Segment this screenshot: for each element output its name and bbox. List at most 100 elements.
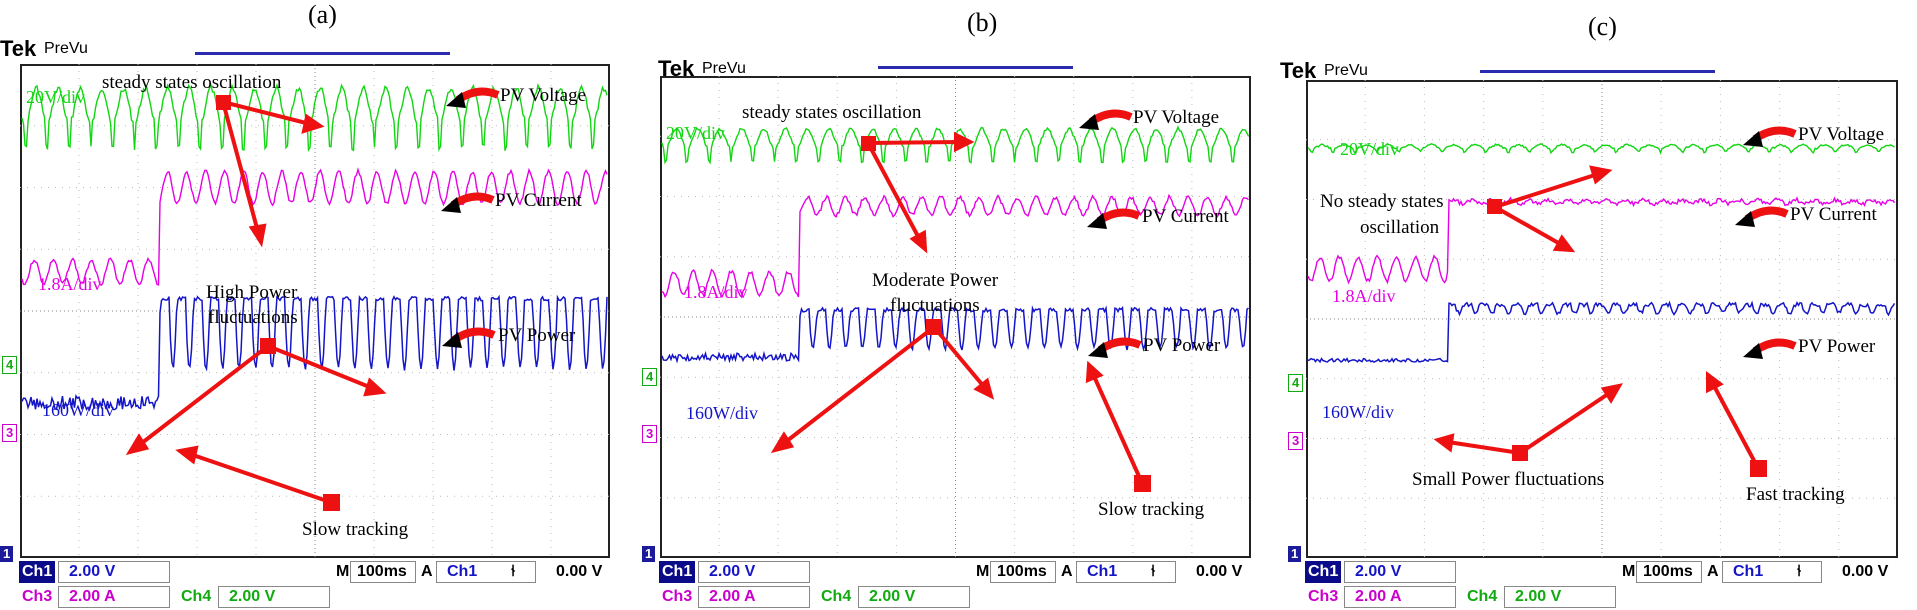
- panel-label: (a): [308, 0, 337, 29]
- channel-3-marker: 3: [2, 424, 18, 442]
- trigger-channel: Ch1: [447, 563, 478, 580]
- m-label: M: [336, 563, 350, 580]
- trigger-level: 0.00 V: [1196, 563, 1243, 580]
- trigger-level: 0.00 V: [556, 563, 603, 580]
- annotation-tracking: Slow tracking: [302, 519, 409, 540]
- scope-panel-c: (c) Tek PreVu 20V/div 1.8A/div 160W/div …: [1280, 0, 1917, 610]
- annotation-fluctuations: Small Power fluctuations: [1412, 469, 1604, 490]
- channel-1-marker: 1: [642, 546, 656, 562]
- timebase-value: 100ms: [990, 561, 1056, 583]
- a-label: A: [421, 563, 433, 580]
- scope-panel-a: (a) Tek PreVu 20V/div 1.8A/div 160W/div …: [0, 0, 637, 610]
- pointer-arrow: [770, 131, 1151, 492]
- trigger-box: [1722, 561, 1822, 583]
- current-scale-label: 1.8A/div: [38, 274, 102, 294]
- trigger-slope-icon: ⫮: [1151, 563, 1156, 580]
- mode-label: PreVu: [44, 40, 88, 57]
- ch3-value: 2.00 A: [58, 586, 170, 608]
- annotation-pv-current: PV Current: [495, 190, 582, 211]
- timebase-value: 100ms: [350, 561, 416, 583]
- panel-label: (b): [967, 8, 998, 37]
- trigger-box: [1076, 561, 1176, 583]
- annotation-tracking: Fast tracking: [1746, 484, 1845, 505]
- trigger-slope-icon: ⫮: [511, 563, 516, 580]
- annotation-tracking: Slow tracking: [1098, 499, 1205, 520]
- curved-arrow-icon: [1743, 126, 1797, 147]
- trigger-box: [436, 561, 536, 583]
- curved-arrow-icon: [1087, 208, 1141, 229]
- curved-arrow-icon: [441, 192, 495, 213]
- current-scale-label: 1.8A/div: [1332, 286, 1396, 306]
- channel-4-marker: 4: [1288, 374, 1304, 392]
- annotation-pv-power: PV Power: [1798, 336, 1876, 357]
- channel-3-marker: 3: [642, 425, 658, 443]
- m-label: M: [976, 563, 990, 580]
- a-label: A: [1061, 563, 1073, 580]
- brand-label: Tek: [1280, 58, 1317, 83]
- trigger-channel: Ch1: [1087, 563, 1118, 580]
- ch3-value: 2.00 A: [1344, 586, 1456, 608]
- annotation-fluctuations-2: fluctuations: [208, 307, 298, 328]
- channel-3-marker: 3: [1288, 432, 1304, 450]
- voltage-scale-label: 20V/div: [26, 87, 85, 107]
- curved-arrow-icon: [1079, 109, 1133, 130]
- pv-voltage-trace: [21, 83, 608, 153]
- ch3-tag: Ch3: [662, 588, 693, 605]
- channel-1-marker: 1: [1288, 546, 1302, 562]
- annotation-pv-voltage: PV Voltage: [1798, 124, 1884, 145]
- ch4-tag: Ch4: [821, 588, 852, 605]
- graticule: [20, 64, 610, 558]
- ch3-value: 2.00 A: [698, 586, 810, 608]
- pointer-arrow: [1433, 165, 1767, 477]
- panel-label: (c): [1588, 12, 1617, 41]
- record-position-bar: [1480, 70, 1715, 73]
- pv-voltage-trace: [1307, 143, 1895, 155]
- annotation-pv-power: PV Power: [498, 325, 576, 346]
- trigger-slope-icon: ⫮: [1797, 563, 1802, 580]
- channel-4-marker: 4: [642, 368, 658, 386]
- annotation-oscillation-2: oscillation: [1360, 217, 1440, 238]
- record-position-bar: [195, 52, 450, 55]
- trigger-channel: Ch1: [1733, 563, 1764, 580]
- annotation-oscillation-1: No steady states: [1320, 191, 1443, 212]
- curved-arrow-icon: [1088, 337, 1142, 358]
- ch4-tag: Ch4: [1467, 588, 1498, 605]
- pv-power-trace: [661, 305, 1249, 364]
- power-scale-label: 160W/div: [42, 400, 114, 420]
- ch3-tag: Ch3: [22, 588, 53, 605]
- pv-current-trace: [1307, 196, 1896, 285]
- annotation-pv-voltage: PV Voltage: [500, 85, 586, 106]
- a-label: A: [1707, 563, 1719, 580]
- pointer-arrow: [125, 95, 387, 511]
- ch4-value: 2.00 V: [218, 586, 330, 608]
- trigger-level: 0.00 V: [1842, 563, 1889, 580]
- mode-label: PreVu: [702, 60, 746, 77]
- ch1-value: 2.00 V: [1344, 561, 1456, 583]
- curved-arrow-icon: [1735, 206, 1789, 227]
- annotation-pv-current: PV Current: [1142, 206, 1229, 227]
- voltage-scale-label: 20V/div: [1340, 139, 1399, 159]
- annotation-oscillation: steady states oscillation: [102, 72, 282, 93]
- curved-arrow-icon: [446, 87, 500, 108]
- scope-panel-b: (b) Tek PreVu 20V/div 1.8A/div 160W/div …: [642, 0, 1295, 610]
- m-label: M: [1622, 563, 1636, 580]
- scope-plot: 20V/div 1.8A/div 160W/div steady states …: [660, 76, 1251, 558]
- annotation-pv-voltage: PV Voltage: [1133, 107, 1219, 128]
- graticule: [1306, 80, 1898, 558]
- curved-arrow-icon: [1743, 338, 1797, 359]
- pv-current-trace: [661, 193, 1249, 299]
- ch1-tag: Ch1: [659, 561, 696, 583]
- ch1-value: 2.00 V: [58, 561, 170, 583]
- ch1-tag: Ch1: [1305, 561, 1342, 583]
- channel-4-marker: 4: [2, 356, 18, 374]
- annotation-fluctuations-1: High Power: [206, 282, 298, 303]
- mode-label: PreVu: [1324, 62, 1368, 79]
- curved-arrow-icon: [442, 327, 496, 348]
- current-scale-label: 1.8A/div: [684, 282, 748, 302]
- pv-power-trace: [21, 294, 608, 412]
- record-position-bar: [878, 66, 1073, 69]
- graticule: [660, 76, 1251, 558]
- pv-current-trace: [21, 167, 608, 286]
- scope-plot: 20V/div 1.8A/div 160W/div steady states …: [20, 64, 610, 558]
- pv-power-trace: [1307, 300, 1896, 364]
